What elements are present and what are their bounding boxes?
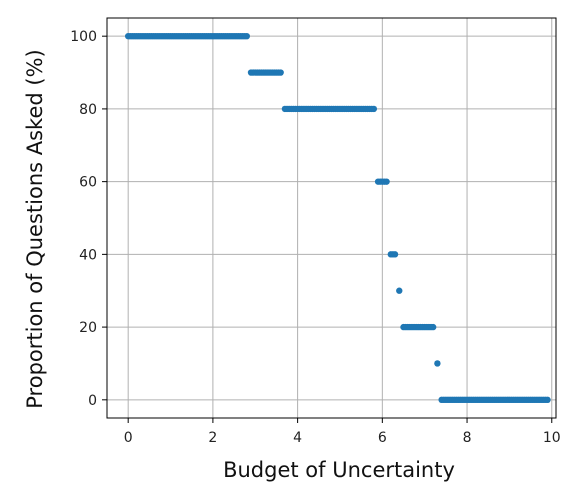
- plot-frame: [106, 17, 557, 419]
- y-tick-label: 20: [79, 320, 97, 336]
- x-tick-label: 2: [208, 430, 217, 446]
- data-point: [429, 323, 437, 331]
- y-tick-label: 0: [88, 393, 97, 409]
- y-tick-label: 80: [79, 102, 97, 118]
- data-point: [370, 105, 378, 113]
- x-tick-label: 6: [378, 430, 387, 446]
- x-tick-label: 8: [463, 430, 472, 446]
- y-axis-ticks: 0 20 40 60 80 100: [70, 29, 107, 409]
- y-tick-label: 100: [70, 29, 97, 45]
- y-axis-label: Proportion of Questions Asked (%): [23, 49, 47, 408]
- data-point: [434, 360, 441, 367]
- x-tick-label: 10: [543, 430, 561, 446]
- data-point: [391, 251, 399, 258]
- y-tick-label: 60: [79, 175, 97, 191]
- data-point: [383, 178, 390, 185]
- x-tick-label: 4: [293, 430, 302, 446]
- data-point: [277, 69, 284, 76]
- data-point: [544, 396, 551, 404]
- x-axis-label: Budget of Uncertainty: [223, 458, 455, 482]
- x-axis-ticks: 0 2 4 6 8 10: [124, 418, 561, 446]
- data-point: [243, 32, 250, 40]
- data-point: [396, 287, 403, 294]
- y-tick-label: 40: [79, 247, 97, 263]
- data-points: [124, 32, 551, 404]
- x-tick-label: 0: [124, 430, 133, 446]
